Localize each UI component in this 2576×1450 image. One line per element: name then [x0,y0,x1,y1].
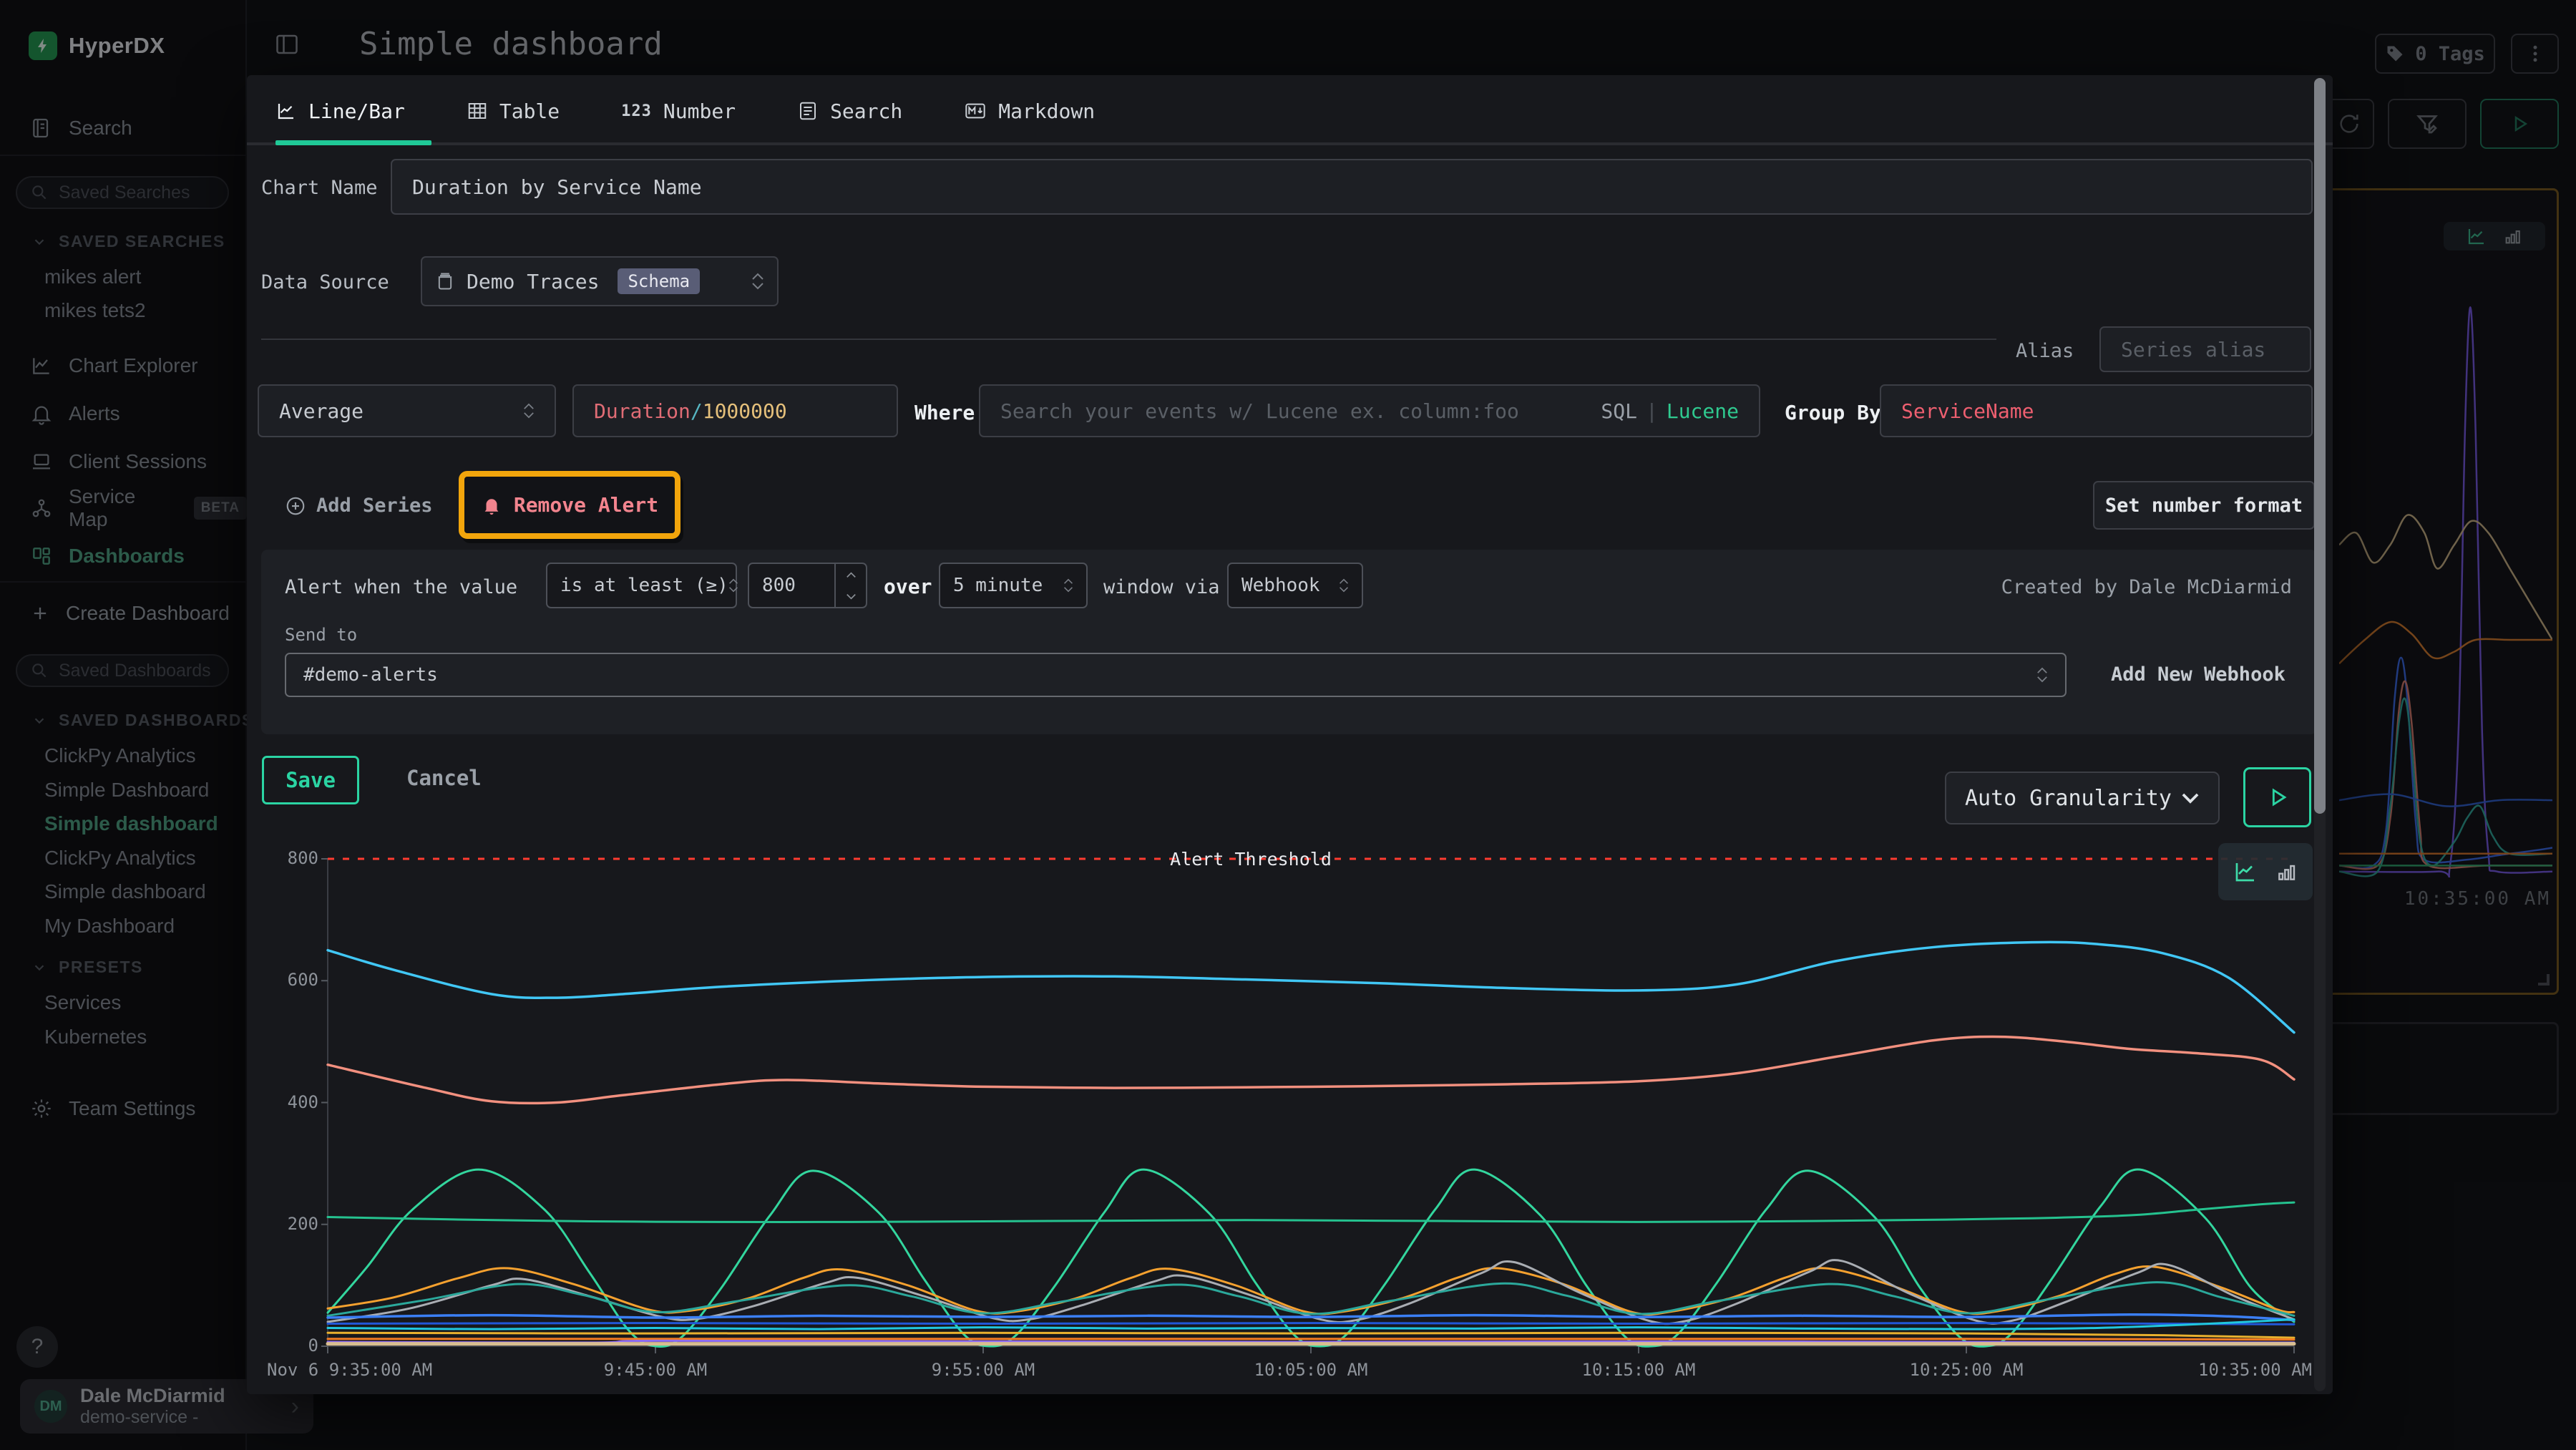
x-tick-label: 10:05:00 AM [1196,1360,1425,1380]
data-source-label: Data Source [261,271,389,293]
markdown-icon [964,99,987,122]
list-search-icon [797,100,819,122]
send-to-label: Send to [285,625,357,645]
chart-type-tabs: Line/Bar Table 123 Number Search Markdow… [275,89,1095,132]
stage: HyperDX Search Saved Searches SAVED SEAR… [0,0,2576,1450]
set-number-format-button[interactable]: Set number format [2093,481,2315,530]
save-button[interactable]: Save [262,756,359,804]
data-source-select[interactable]: Demo Traces Schema [421,256,779,306]
aggregation-select[interactable]: Average [258,384,556,437]
y-tick-label: 200 [253,1214,318,1234]
duration-line-chart: Alert Threshold [328,849,2294,1350]
chart-name-input[interactable]: Duration by Service Name [391,159,2313,215]
cancel-button[interactable]: Cancel [406,766,482,790]
alert-channel-select[interactable]: Webhook [1227,563,1363,608]
tab-search[interactable]: Search [797,99,902,123]
group-by-input[interactable]: ServiceName [1880,384,2313,437]
y-tick-label: 800 [253,848,318,868]
active-tab-underline [275,140,431,145]
line-chart-icon [275,100,297,122]
select-chevrons-icon [2036,667,2048,683]
schema-badge: Schema [618,268,700,294]
table-icon [467,100,488,122]
number-123-icon: 123 [621,102,652,120]
select-chevrons-icon [728,578,738,593]
x-tick-label: 9:45:00 AM [541,1360,770,1380]
where-label: Where [914,401,975,424]
chevron-down-icon [846,593,857,600]
y-tick-label: 600 [253,970,318,990]
run-chart-button[interactable] [2243,767,2311,827]
database-icon [435,271,455,291]
remove-alert-highlight: Remove Alert [459,471,680,539]
x-tick-label: 10:15:00 AM [1524,1360,1753,1380]
bar-chart-icon [2275,860,2298,883]
chevron-down-icon [2181,792,2200,804]
query-language-toggle[interactable]: SQL | Lucene [1601,399,1739,423]
field-expression-input[interactable]: Duration/1000000 [572,384,898,437]
chevron-up-icon [846,572,857,578]
chart-display-toggle[interactable] [2218,843,2313,900]
tab-table[interactable]: Table [467,99,560,123]
created-by-label: Created by Dale McDiarmid [1943,576,2292,598]
tab-line-bar[interactable]: Line/Bar [275,99,405,123]
add-series-button[interactable]: Add Series [285,495,433,517]
group-by-label: Group By [1785,401,1881,424]
plus-circle-icon [285,495,306,517]
add-new-webhook-button[interactable]: Add New Webhook [2111,663,2285,686]
send-to-select[interactable]: #demo-alerts [285,653,2067,697]
chart-name-label: Chart Name [261,177,378,199]
x-tick-label: 10:35:00 AM [2083,1360,2312,1380]
tab-number[interactable]: 123 Number [621,99,736,123]
bell-icon [481,495,502,516]
select-chevrons-icon [523,403,535,419]
divider [261,339,1996,340]
edit-chart-modal: Line/Bar Table 123 Number Search Markdow… [247,75,2333,1394]
alias-label: Alias [2016,340,2074,362]
x-tick-label: 9:55:00 AM [869,1360,1098,1380]
play-icon [2265,785,2290,809]
window-via-label: window via [1103,576,1220,598]
over-label: over [884,575,932,598]
y-tick-label: 400 [253,1092,318,1112]
x-tick-label: 10:25:00 AM [1852,1360,2081,1380]
select-chevrons-icon [1063,578,1073,593]
svg-text:Alert Threshold: Alert Threshold [1170,849,1332,870]
granularity-select[interactable]: Auto Granularity [1945,772,2220,824]
alert-condition-select[interactable]: is at least (≥) [546,563,737,608]
modal-scrollbar-thumb[interactable] [2314,78,2326,814]
where-search-input[interactable]: Search your events w/ Lucene ex. column:… [979,384,1760,437]
number-stepper[interactable] [834,564,866,607]
alert-threshold-input[interactable]: 800 [748,563,867,608]
remove-alert-button[interactable]: Remove Alert [514,493,658,517]
y-tick-label: 0 [253,1335,318,1356]
x-tick-label: Nov 6 9:35:00 AM [267,1360,496,1380]
line-chart-icon [2233,859,2258,885]
select-chevrons-icon [1339,578,1349,593]
alert-window-select[interactable]: 5 minute [939,563,1088,608]
tabbar-divider [247,142,2333,145]
alert-prefix-label: Alert when the value [285,576,517,598]
select-chevrons-icon [751,273,764,290]
tab-markdown[interactable]: Markdown [964,99,1095,123]
alias-input[interactable]: Series alias [2099,326,2311,372]
